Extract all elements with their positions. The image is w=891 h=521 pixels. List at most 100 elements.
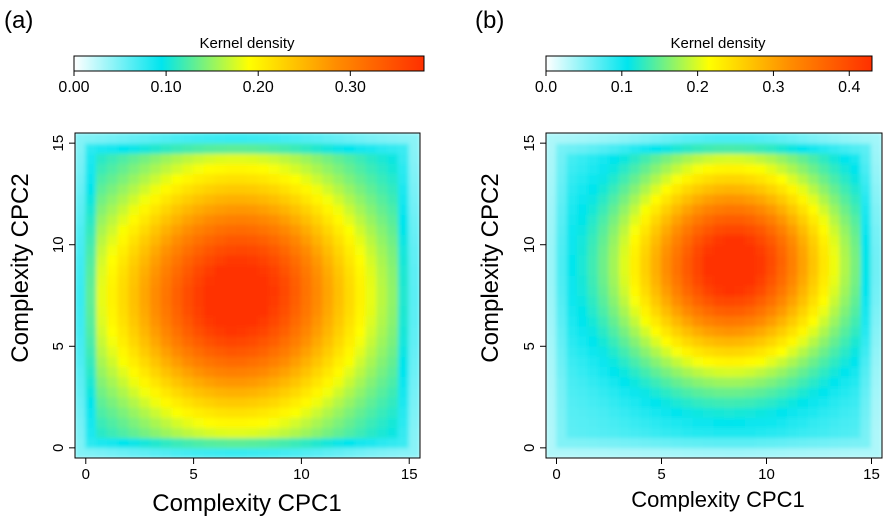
density-cell	[311, 142, 324, 154]
density-cell	[106, 264, 119, 276]
density-cell	[839, 133, 851, 144]
density-cell	[556, 447, 568, 458]
density-cell	[376, 254, 389, 266]
density-cell	[850, 295, 862, 307]
density-cell	[333, 447, 346, 458]
density-cell	[850, 386, 862, 398]
density-cell	[566, 335, 578, 347]
density-cell	[117, 345, 130, 357]
density-cell	[713, 183, 725, 195]
density-cell	[365, 284, 378, 296]
density-cell	[106, 295, 119, 307]
density-cell	[692, 264, 704, 276]
density-cell	[149, 223, 162, 236]
density-cell	[182, 305, 195, 317]
density-cell	[387, 396, 399, 408]
density-cell	[671, 315, 683, 327]
density-cell	[671, 284, 683, 296]
density-cell	[268, 274, 281, 286]
density-cell	[776, 386, 788, 398]
density-cell	[236, 193, 248, 205]
density-cell	[333, 437, 346, 449]
density-cell	[225, 142, 238, 154]
density-cell	[682, 295, 694, 307]
density-cell	[671, 152, 683, 164]
density-cell	[279, 213, 292, 225]
density-cell	[661, 427, 673, 439]
density-cell	[787, 244, 799, 256]
density-cell	[818, 325, 830, 337]
density-cell	[587, 427, 599, 439]
density-cell	[703, 223, 715, 236]
density-cell	[587, 325, 599, 337]
density-cell	[546, 295, 557, 307]
density-cell	[766, 295, 778, 307]
density-cell	[344, 416, 356, 429]
density-cell	[247, 183, 259, 195]
density-cell	[546, 406, 557, 418]
density-cell	[171, 254, 184, 266]
density-cell	[556, 162, 568, 175]
colorbar-tick-label: 0.0	[535, 79, 557, 96]
density-cell	[724, 274, 736, 286]
density-cell	[96, 325, 108, 337]
density-cell	[808, 193, 820, 205]
density-cell	[650, 173, 662, 185]
density-cell	[713, 173, 725, 185]
density-cell	[171, 152, 184, 164]
density-cell	[829, 183, 841, 195]
density-cell	[225, 366, 238, 378]
density-cell	[387, 406, 399, 418]
density-cell	[703, 335, 715, 347]
density-cell	[671, 254, 683, 266]
density-cell	[598, 345, 610, 357]
density-cell	[300, 213, 313, 225]
density-cell	[117, 193, 130, 205]
density-cell	[160, 162, 173, 175]
density-cell	[755, 305, 767, 317]
density-cell	[671, 133, 683, 144]
density-cell	[682, 162, 694, 175]
density-cell	[776, 133, 788, 144]
density-cell	[268, 244, 281, 256]
y-tick-label: 15	[521, 135, 538, 152]
density-cell	[75, 142, 87, 154]
density-cell	[236, 396, 248, 408]
density-cell	[149, 234, 162, 246]
density-cell	[598, 406, 610, 418]
density-cell	[333, 335, 346, 347]
density-cell	[106, 355, 119, 368]
density-cell	[787, 325, 799, 337]
density-cell	[619, 355, 631, 368]
density-cell	[755, 213, 767, 225]
density-cell	[203, 325, 216, 337]
density-cell	[354, 162, 367, 175]
density-cell	[724, 213, 736, 225]
density-cell	[577, 133, 589, 144]
density-cell	[661, 203, 673, 215]
density-cell	[117, 355, 130, 368]
density-cell	[117, 223, 130, 236]
density-cell	[387, 203, 399, 215]
density-cell	[650, 406, 662, 418]
density-cell	[818, 284, 830, 296]
density-cell	[300, 315, 313, 327]
density-cell	[214, 376, 227, 388]
density-cell	[860, 325, 872, 337]
density-cell	[724, 193, 736, 205]
density-cell	[290, 264, 302, 276]
density-cell	[387, 264, 399, 276]
density-cell	[546, 133, 557, 144]
density-cell	[106, 133, 119, 144]
density-cell	[797, 376, 809, 388]
density-cell	[106, 396, 119, 408]
density-cell	[661, 396, 673, 408]
density-cell	[139, 335, 151, 347]
density-cell	[734, 406, 746, 418]
density-cell	[640, 305, 652, 317]
density-cell	[566, 315, 578, 327]
density-cell	[766, 355, 778, 368]
density-cell	[640, 133, 652, 144]
density-cell	[797, 162, 809, 175]
density-cell	[598, 142, 610, 154]
